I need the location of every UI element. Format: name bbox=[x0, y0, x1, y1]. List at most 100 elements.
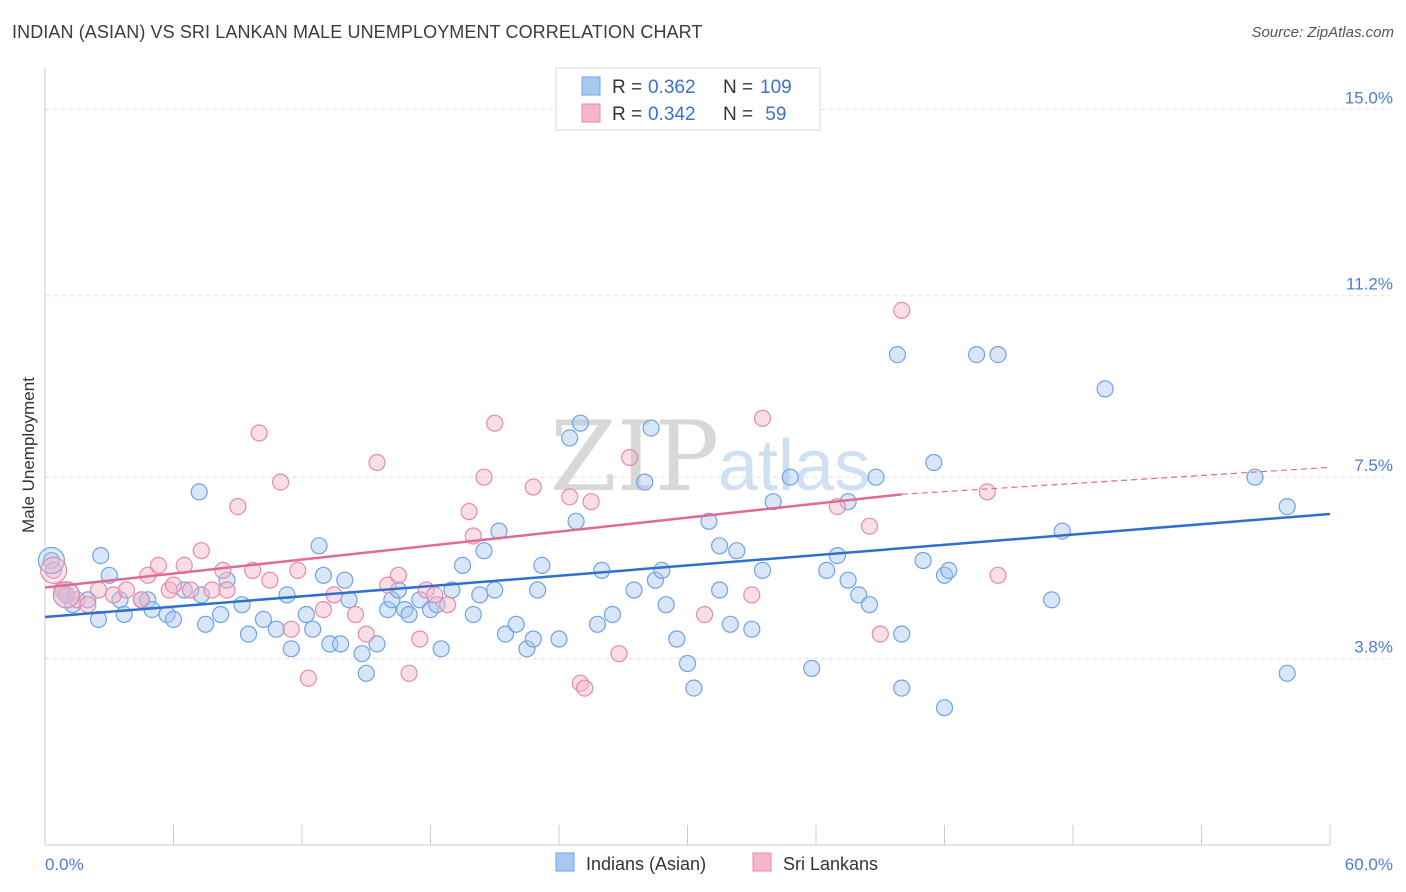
data-points bbox=[37, 301, 1296, 717]
point-srilankans bbox=[79, 596, 97, 614]
point-srilankans bbox=[149, 556, 168, 575]
point-srilankans bbox=[314, 600, 332, 619]
point-indians bbox=[653, 561, 671, 580]
point-indians bbox=[357, 664, 375, 682]
point-indians bbox=[464, 605, 482, 624]
point-indians bbox=[764, 493, 782, 511]
point-indians bbox=[710, 537, 729, 555]
point-indians bbox=[282, 640, 300, 658]
point-indians bbox=[588, 615, 607, 633]
point-indians bbox=[860, 596, 879, 614]
trend-line-indians bbox=[44, 512, 1331, 619]
point-indians bbox=[893, 625, 911, 643]
point-indians bbox=[475, 542, 493, 560]
cluster-point bbox=[52, 581, 81, 609]
bottom-legend-swatch-srilankans bbox=[752, 852, 772, 872]
point-indians bbox=[803, 659, 821, 678]
point-srilankans bbox=[621, 448, 639, 467]
trend-line-srilankans bbox=[44, 493, 902, 589]
point-indians bbox=[1278, 664, 1296, 682]
bottom-legend-indians: Indians (Asian) bbox=[586, 854, 706, 874]
y-tick-label: 11.2% bbox=[1346, 275, 1393, 294]
point-indians bbox=[818, 561, 836, 580]
x-tick-label-max: 60.0% bbox=[1345, 855, 1393, 874]
point-srilankans bbox=[860, 517, 879, 535]
point-indians bbox=[164, 610, 183, 629]
point-srilankans bbox=[299, 669, 317, 687]
point-indians bbox=[278, 586, 296, 604]
point-indians bbox=[781, 468, 799, 486]
point-srilankans bbox=[132, 591, 150, 609]
point-srilankans bbox=[117, 581, 136, 599]
point-indians bbox=[304, 620, 322, 638]
point-indians bbox=[940, 561, 958, 580]
legend-swatch-srilankans bbox=[581, 103, 601, 123]
point-srilankans bbox=[272, 473, 290, 491]
watermark-zip: ZIP bbox=[550, 401, 719, 513]
legend-swatch-indians bbox=[581, 76, 601, 96]
point-indians bbox=[92, 546, 110, 565]
cluster-point bbox=[37, 546, 66, 575]
point-indians bbox=[254, 610, 272, 629]
point-indians bbox=[571, 414, 590, 432]
point-indians bbox=[743, 620, 761, 638]
point-srilankans bbox=[68, 591, 86, 609]
point-indians bbox=[518, 640, 536, 658]
point-indians bbox=[486, 581, 504, 599]
point-indians bbox=[668, 630, 686, 648]
cluster-point bbox=[39, 556, 68, 585]
point-indians bbox=[593, 561, 611, 580]
point-indians bbox=[550, 630, 568, 648]
point-indians bbox=[368, 635, 386, 653]
point-srilankans bbox=[289, 561, 307, 580]
point-srilankans bbox=[411, 630, 429, 648]
point-indians bbox=[197, 615, 215, 633]
point-indians bbox=[533, 556, 551, 575]
point-indians bbox=[625, 581, 643, 599]
point-indians bbox=[89, 610, 108, 629]
point-srilankans bbox=[576, 679, 594, 697]
point-indians bbox=[239, 625, 258, 643]
point-indians bbox=[310, 537, 328, 555]
point-srilankans bbox=[524, 478, 542, 496]
trend-line-srilankans-extension bbox=[901, 466, 1331, 495]
chart-title: INDIAN (ASIAN) VS SRI LANKAN MALE UNEMPL… bbox=[12, 22, 703, 42]
point-indians bbox=[867, 468, 885, 486]
legend-n-value-2: 59 bbox=[760, 104, 786, 125]
point-srilankans bbox=[346, 605, 365, 624]
point-indians bbox=[400, 605, 418, 624]
watermark-atlas: atlas bbox=[718, 426, 870, 506]
point-srilankans bbox=[989, 566, 1007, 584]
legend-box: R = 0.362 N = 109 R = 0.342 N = 59 bbox=[555, 67, 821, 131]
point-indians bbox=[914, 551, 932, 570]
point-indians bbox=[567, 512, 585, 530]
point-indians bbox=[192, 586, 210, 604]
point-srilankans bbox=[229, 498, 247, 516]
point-srilankans bbox=[475, 468, 493, 486]
point-indians bbox=[728, 542, 746, 560]
point-indians bbox=[989, 346, 1007, 364]
legend-r-label-2: R = bbox=[612, 104, 642, 125]
point-indians bbox=[642, 419, 660, 437]
point-srilankans bbox=[250, 424, 268, 442]
x-tick-label-min: 0.0% bbox=[45, 855, 84, 874]
bottom-legend-swatch-indians bbox=[555, 852, 575, 872]
point-srilankans bbox=[164, 576, 183, 594]
point-indians bbox=[935, 699, 954, 717]
point-srilankans bbox=[389, 566, 407, 584]
point-indians bbox=[528, 581, 547, 599]
point-srilankans bbox=[439, 596, 457, 614]
point-indians bbox=[685, 679, 703, 697]
point-indians bbox=[925, 453, 943, 472]
point-srilankans bbox=[978, 483, 996, 501]
point-srilankans bbox=[261, 571, 279, 589]
point-indians bbox=[496, 625, 515, 643]
point-srilankans bbox=[486, 414, 504, 432]
point-indians bbox=[432, 640, 450, 658]
point-srilankans bbox=[357, 625, 375, 643]
point-srilankans bbox=[561, 488, 579, 506]
point-srilankans bbox=[214, 561, 232, 580]
axes: 3.8% 7.5% 11.2% 15.0% 0.0% 60.0% bbox=[44, 68, 1393, 874]
point-indians bbox=[336, 571, 354, 589]
